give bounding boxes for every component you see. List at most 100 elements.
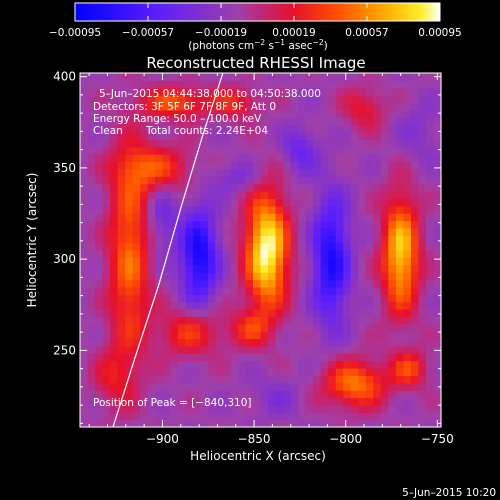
heatmap-cell [245,146,254,155]
heatmap-cell [403,279,412,288]
heatmap-cell [365,404,374,413]
heatmap-cell [132,73,141,81]
heatmap-cell [343,87,352,96]
heatmap-cell [245,235,254,244]
heatmap-cell [283,264,292,273]
heatmap-cell [147,132,156,140]
heatmap-cell [155,301,164,310]
heatmap-cell [260,331,269,340]
heatmap-cell [102,345,111,354]
heatmap-cell [290,345,299,354]
heatmap-cell [418,353,427,362]
heatmap-cell [140,205,149,214]
heatmap-cell [95,102,104,111]
heatmap-cell [155,309,164,317]
heatmap-cell [95,176,104,185]
heatmap-cell [425,102,435,111]
heatmap-cell [358,397,367,406]
heatmap-cell [388,95,397,104]
heatmap-cell [207,323,216,332]
heatmap-cell [313,345,322,354]
heatmap-cell [125,176,134,185]
heatmap-cell [373,220,382,229]
heatmap-cell [373,264,382,273]
heatmap-cell [433,205,442,214]
heatmap-cell [117,109,126,118]
heatmap-cell [170,286,179,295]
heatmap-cell [358,404,367,413]
heatmap-cell [140,331,149,340]
heatmap-cell [245,323,254,332]
heatmap-cell [95,286,104,295]
heatmap-cell [358,109,367,118]
heatmap-cell [80,198,89,207]
heatmap-cell [320,397,329,406]
heatmap-cell [215,213,224,222]
heatmap-cell [433,235,442,244]
heatmap-cell [117,264,126,273]
heatmap-cell [388,80,397,89]
heatmap-cell [275,419,284,428]
heatmap-cell [268,375,277,384]
heatmap-cell [177,353,186,362]
heatmap-cell [155,412,164,421]
heatmap-cell [283,294,292,303]
heatmap-cell [365,235,374,244]
heatmap-cell [268,368,277,376]
heatmap-cell [418,412,427,421]
heatmap-cell [185,117,194,126]
heatmap-cell [410,102,420,111]
heatmap-cell [230,404,239,413]
heatmap-cell [313,404,322,413]
heatmap-cell [358,382,367,391]
heatmap-cell [260,139,269,148]
heatmap-cell [320,360,329,369]
heatmap-cell [433,331,442,340]
heatmap-cell [418,360,427,369]
heatmap-cell [140,257,149,266]
heatmap-cell [433,124,442,133]
heatmap-cell [87,117,96,126]
heatmap-cell [222,323,232,332]
heatmap-cell [192,95,201,104]
heatmap-cell [380,117,389,126]
heatmap-cell [305,294,314,303]
heatmap-cell [95,154,104,163]
heatmap-cell [320,375,329,384]
x-axis-ticks: −900 −850 −800 −750 [88,73,454,446]
heatmap-cell [222,95,232,104]
heatmap-cell [275,80,284,89]
heatmap-cell [380,124,389,133]
heatmap-cell [260,102,269,111]
heatmap-cell [328,353,337,362]
heatmap-cell [245,316,254,325]
heatmap-cell [222,390,232,399]
heatmap-cell [283,279,292,288]
heatmap-cell [395,117,404,126]
heatmap-cell [268,132,277,140]
heatmap-cell [87,139,96,148]
heatmap-cell [373,286,382,295]
heatmap-cell [268,331,277,340]
heatmap-cell [215,250,224,258]
heatmap-cell [320,87,329,96]
heatmap-cell [117,213,126,222]
heatmap-cell [222,213,232,222]
heatmap-cell [207,227,216,236]
heatmap-cell [388,412,397,421]
heatmap-cell [418,183,427,192]
heatmap-cell [170,235,179,244]
heatmap-cell [245,73,254,81]
heatmap-cell [102,264,111,273]
heatmap-cell [380,87,389,96]
heatmap-cell [87,168,96,177]
heatmap-cell [425,331,435,340]
heatmap-cell [268,176,277,185]
heatmap-cell [87,404,96,413]
heatmap-cell [170,390,179,399]
heatmap-cell [298,412,307,421]
heatmap-cell [425,139,435,148]
heatmap-cell [215,301,224,310]
heatmap-cell [87,272,96,281]
